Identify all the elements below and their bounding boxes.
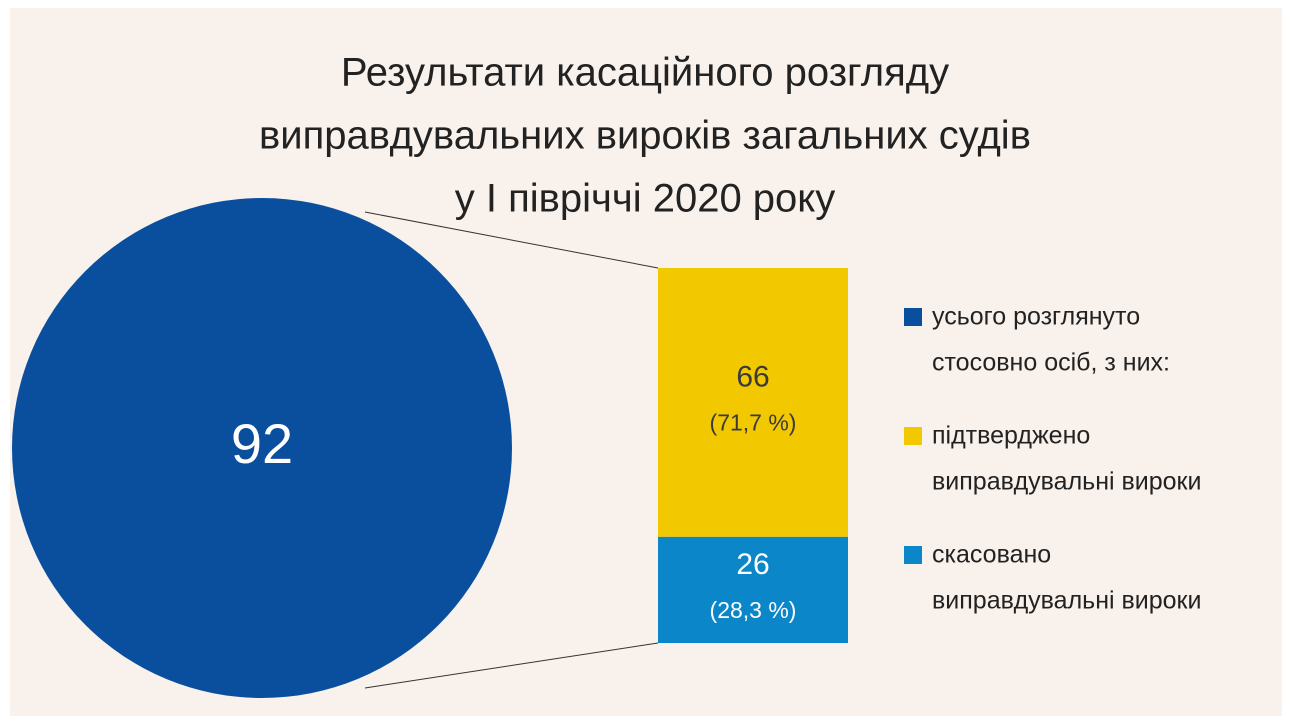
chart-title: Результати касаційного розгляду — [341, 51, 949, 95]
legend-label: скасовано — [932, 541, 1051, 569]
legend-swatch — [904, 546, 922, 564]
pie — [12, 198, 512, 698]
bar-segment — [658, 536, 848, 643]
value-label: 66 — [736, 360, 769, 393]
connector — [364, 211, 659, 269]
bar-segment — [658, 268, 848, 537]
legend-label: підтверджено — [932, 422, 1090, 450]
value-label: 26 — [736, 548, 769, 581]
percent-label: (28,3 %) — [710, 597, 797, 623]
chart-title: виправдувальних вироків загальних судів — [259, 114, 1031, 158]
legend-swatch — [904, 427, 922, 445]
connector — [364, 642, 659, 689]
pie-label: 92 — [231, 412, 293, 475]
legend-label: усього розглянуто — [932, 303, 1140, 331]
legend-label: виправдувальні вироки — [932, 587, 1201, 615]
chart-title: у І півріччі 2020 року — [455, 177, 836, 221]
legend-label: стосовно осіб, з них: — [932, 349, 1170, 377]
legend-swatch — [904, 308, 922, 326]
percent-label: (71,7 %) — [710, 410, 797, 436]
legend-label: виправдувальні вироки — [932, 468, 1201, 496]
